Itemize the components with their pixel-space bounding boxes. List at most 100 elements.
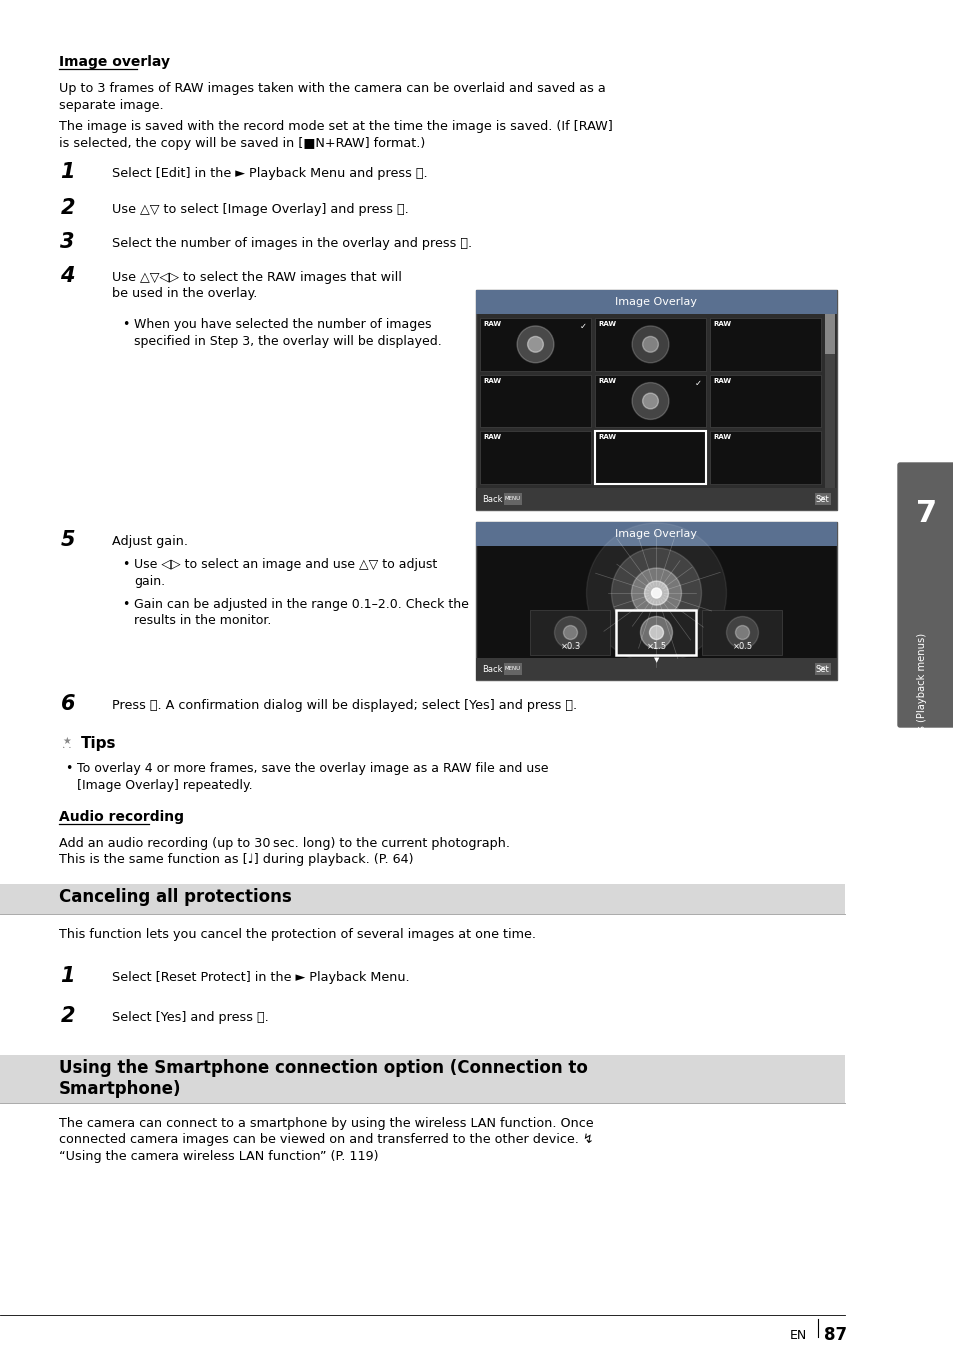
Bar <box>814 493 830 505</box>
Bar <box>476 522 836 680</box>
Text: The image is saved with the record mode set at the time the image is saved. (If : The image is saved with the record mode … <box>59 119 612 149</box>
Text: RAW: RAW <box>712 434 730 440</box>
Bar <box>709 432 821 484</box>
Circle shape <box>632 383 668 419</box>
Circle shape <box>527 337 543 353</box>
Circle shape <box>639 616 672 649</box>
Bar <box>476 489 836 510</box>
Bar <box>476 658 836 680</box>
Text: Image Overlay: Image Overlay <box>615 529 697 539</box>
Text: MENU: MENU <box>504 666 520 672</box>
Text: 7: 7 <box>916 499 937 528</box>
Circle shape <box>554 616 586 649</box>
Bar <box>709 318 821 370</box>
Text: ★: ★ <box>63 735 71 746</box>
Text: 4: 4 <box>60 266 75 286</box>
Circle shape <box>611 548 700 638</box>
Text: Select the number of images in the overlay and press Ⓞ.: Select the number of images in the overl… <box>112 237 472 250</box>
Bar <box>595 375 705 427</box>
Text: 87: 87 <box>823 1326 846 1343</box>
Bar <box>479 432 590 484</box>
Bar <box>814 664 830 674</box>
Circle shape <box>726 616 758 649</box>
Bar <box>616 611 696 655</box>
Text: Using the Smartphone connection option (Connection to
Smartphone): Using the Smartphone connection option (… <box>59 1058 587 1099</box>
Text: Select [Edit] in the ► Playback Menu and press Ⓞ.: Select [Edit] in the ► Playback Menu and… <box>112 167 427 180</box>
Text: RAW: RAW <box>598 434 616 440</box>
Text: Canceling all protections: Canceling all protections <box>59 887 292 906</box>
Bar <box>595 318 705 370</box>
Text: Select [Reset Protect] in the ► Playback Menu.: Select [Reset Protect] in the ► Playback… <box>112 972 409 984</box>
Text: MENU: MENU <box>504 497 520 502</box>
Text: Use △▽ to select [Image Overlay] and press Ⓞ.: Use △▽ to select [Image Overlay] and pre… <box>112 204 408 216</box>
Text: •: • <box>65 763 72 775</box>
Text: Back: Back <box>481 665 502 673</box>
Text: Menu functions (Playback menus): Menu functions (Playback menus) <box>916 632 926 802</box>
Circle shape <box>642 337 658 353</box>
Text: •: • <box>122 598 130 611</box>
Circle shape <box>631 569 680 617</box>
Text: Image overlay: Image overlay <box>59 56 170 69</box>
Text: OK: OK <box>819 497 826 502</box>
Text: 2: 2 <box>60 1006 75 1026</box>
Circle shape <box>632 326 668 362</box>
Text: 1: 1 <box>60 966 75 987</box>
Text: 6: 6 <box>60 693 75 714</box>
Text: RAW: RAW <box>482 434 500 440</box>
Text: ×0.3: ×0.3 <box>559 642 580 651</box>
Bar <box>709 375 821 427</box>
Text: Up to 3 frames of RAW images taken with the camera can be overlaid and saved as : Up to 3 frames of RAW images taken with … <box>59 81 605 111</box>
Bar <box>530 611 610 655</box>
Bar <box>595 432 705 484</box>
Circle shape <box>649 626 662 639</box>
Text: 1: 1 <box>60 161 75 182</box>
Bar <box>503 493 521 505</box>
Text: RAW: RAW <box>712 377 730 384</box>
Circle shape <box>642 394 658 408</box>
Text: OK: OK <box>819 666 826 672</box>
Circle shape <box>517 326 554 362</box>
Bar <box>476 522 836 546</box>
Bar <box>476 290 836 510</box>
Text: ▼: ▼ <box>653 657 659 664</box>
Text: RAW: RAW <box>598 377 616 384</box>
Bar <box>824 313 834 354</box>
Text: 5: 5 <box>60 531 75 550</box>
Text: •: • <box>122 558 130 571</box>
Text: EN: EN <box>789 1329 806 1342</box>
Circle shape <box>735 626 749 639</box>
Bar <box>0 883 844 915</box>
Text: Back: Back <box>481 494 502 503</box>
Text: To overlay 4 or more frames, save the overlay image as a RAW file and use
[Image: To overlay 4 or more frames, save the ov… <box>77 763 548 791</box>
Bar <box>503 664 521 674</box>
Text: Select [Yes] and press Ⓞ.: Select [Yes] and press Ⓞ. <box>112 1011 269 1025</box>
Text: ★: ★ <box>59 735 72 750</box>
Text: Press Ⓞ. A confirmation dialog will be displayed; select [Yes] and press Ⓞ.: Press Ⓞ. A confirmation dialog will be d… <box>112 699 577 712</box>
Text: RAW: RAW <box>712 322 730 327</box>
Text: Adjust gain.: Adjust gain. <box>112 535 188 548</box>
Text: Use △▽◁▷ to select the RAW images that will
be used in the overlay.: Use △▽◁▷ to select the RAW images that w… <box>112 271 401 300</box>
Text: Gain can be adjusted in the range 0.1–2.0. Check the
results in the monitor.: Gain can be adjusted in the range 0.1–2.… <box>133 598 468 627</box>
Text: 2: 2 <box>60 198 75 218</box>
Bar <box>479 318 590 370</box>
Text: Tips: Tips <box>81 735 116 750</box>
Circle shape <box>651 588 660 598</box>
Circle shape <box>586 522 726 664</box>
Text: Audio recording: Audio recording <box>59 810 184 824</box>
Text: Set: Set <box>815 494 828 503</box>
Text: RAW: RAW <box>482 377 500 384</box>
Text: •: • <box>122 318 130 331</box>
Bar <box>0 1054 844 1103</box>
Circle shape <box>563 626 577 639</box>
Text: Image Overlay: Image Overlay <box>615 297 697 307</box>
Text: RAW: RAW <box>482 322 500 327</box>
Circle shape <box>61 735 73 746</box>
Text: Use ◁▷ to select an image and use △▽ to adjust
gain.: Use ◁▷ to select an image and use △▽ to … <box>133 558 436 588</box>
Bar <box>476 290 836 313</box>
Text: ✓: ✓ <box>695 379 701 388</box>
FancyBboxPatch shape <box>897 463 953 727</box>
Circle shape <box>644 581 668 605</box>
Bar <box>701 611 781 655</box>
Text: 3: 3 <box>60 232 75 252</box>
Text: RAW: RAW <box>598 322 616 327</box>
